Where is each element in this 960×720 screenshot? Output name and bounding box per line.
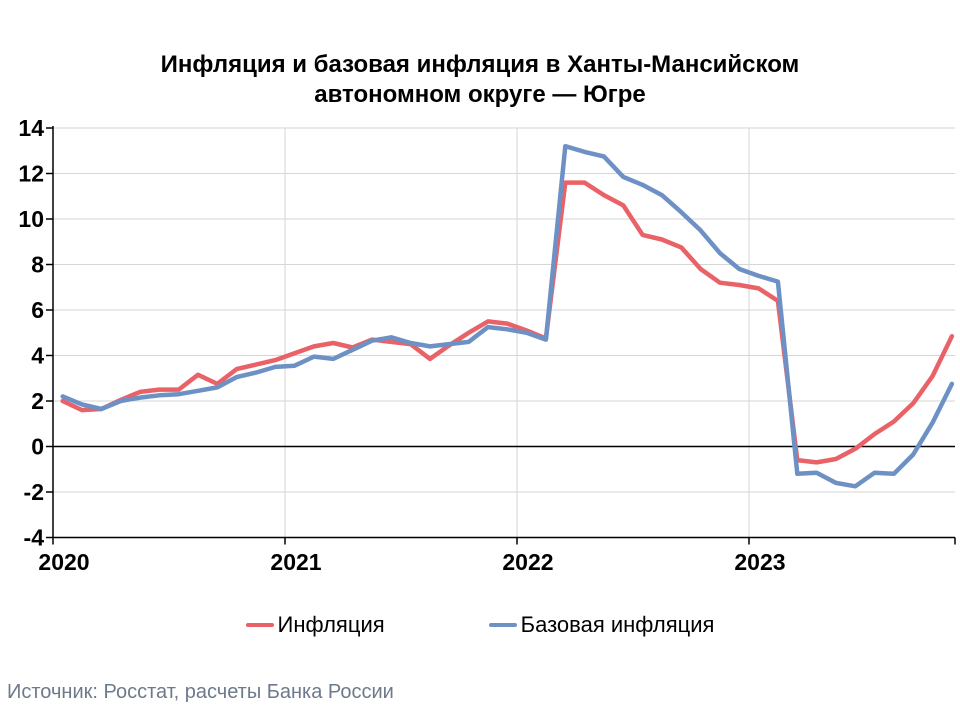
- source-caption: Источник: Росстат, расчеты Банка России: [7, 681, 394, 703]
- y-tick-label: 8: [31, 252, 44, 278]
- chart-title-line2: автономном округе — Югре: [314, 81, 646, 108]
- y-tick-label: 6: [31, 297, 44, 323]
- chart-title-line1: Инфляция и базовая инфляция в Ханты-Манс…: [160, 51, 800, 78]
- y-tick-label: 14: [18, 115, 44, 141]
- y-tick-label: 4: [31, 343, 44, 369]
- legend-item-core-inflation: Базовая инфляция: [488, 612, 715, 638]
- y-tick-label: -4: [24, 525, 45, 551]
- y-tick-label: -2: [24, 479, 44, 505]
- legend-marker-1: [488, 622, 517, 628]
- y-tick-label: 10: [18, 206, 44, 232]
- chart-title: Инфляция и базовая инфляция в Ханты-Манс…: [0, 50, 960, 110]
- x-tick-label: 2021: [270, 549, 321, 575]
- legend-marker-0: [245, 622, 274, 628]
- x-tick-label: 2023: [734, 549, 785, 575]
- legend: Инфляция Базовая инфляция: [0, 612, 960, 638]
- legend-label-inflation: Инфляция: [277, 612, 385, 637]
- series-line-0: [60, 180, 955, 465]
- x-tick-label: 2020: [38, 549, 89, 575]
- series-line-1: [60, 143, 955, 489]
- y-tick-label: 0: [31, 434, 44, 460]
- y-tick-label: 2: [31, 388, 44, 414]
- x-tick-label: 2022: [502, 549, 553, 575]
- legend-item-inflation: Инфляция: [245, 612, 385, 638]
- y-tick-label: 12: [18, 161, 44, 187]
- legend-label-core-inflation: Базовая инфляция: [520, 612, 715, 637]
